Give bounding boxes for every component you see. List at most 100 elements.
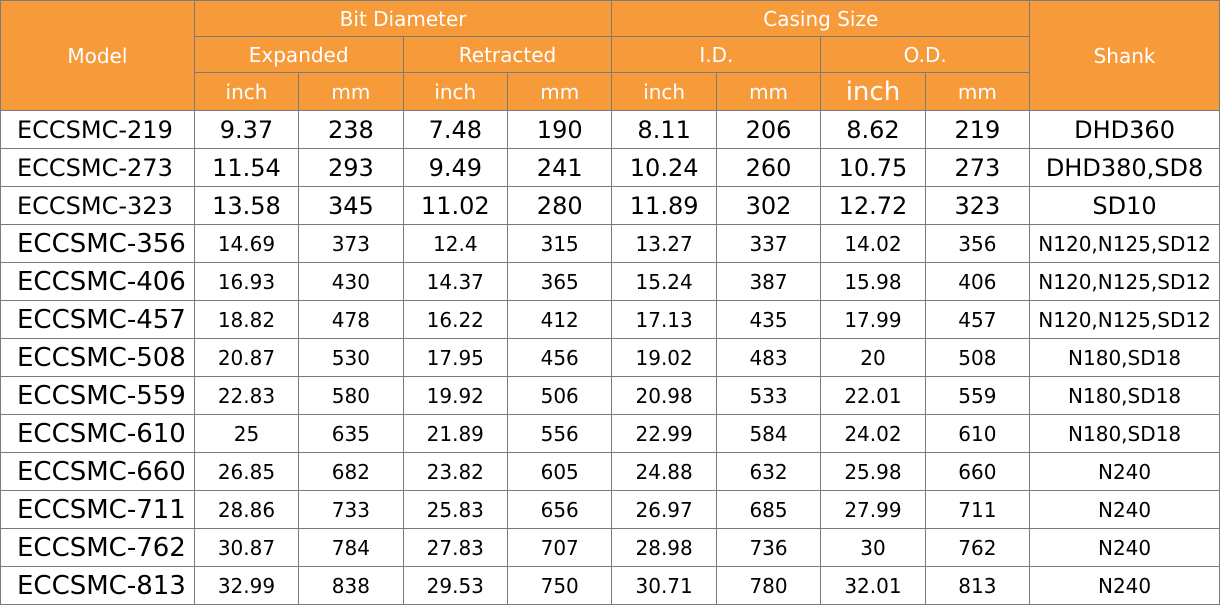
id-mm-cell: 685 [715, 490, 822, 529]
model-cell: ECCSMC-273 [0, 148, 195, 187]
expanded-mm-cell: 478 [298, 300, 404, 339]
expanded-inch-cell: 25 [193, 414, 300, 453]
unit-mm: mm [298, 72, 404, 111]
expanded-inch-cell: 28.86 [193, 490, 300, 529]
expanded-inch-cell: 14.69 [193, 224, 300, 263]
od-inch-cell: 14.02 [820, 224, 926, 263]
od-inch-cell: 20 [820, 338, 926, 377]
table-row: ECCSMC-813 32.99 838 29.53 750 30.71 780 32.01 8… [0, 566, 1220, 605]
unit-mm: mm [924, 72, 1031, 111]
model-cell: ECCSMC-323 [0, 186, 195, 225]
retracted-mm-cell: 556 [506, 414, 613, 453]
expanded-inch-cell: 22.83 [193, 376, 300, 415]
id-inch-cell: 15.24 [611, 262, 717, 301]
expanded-inch-cell: 11.54 [193, 148, 300, 187]
id-mm-cell: 584 [715, 414, 822, 453]
table-row: ECCSMC-457 18.82 478 16.22 412 17.13 435 17.99 4… [0, 300, 1220, 339]
expanded-mm-cell: 373 [298, 224, 404, 263]
model-cell: ECCSMC-356 [0, 224, 195, 263]
id-mm-cell: 260 [715, 148, 822, 187]
retracted-inch-cell: 7.48 [402, 110, 508, 149]
expanded-inch-cell: 16.93 [193, 262, 300, 301]
shank-cell: DHD360 [1029, 110, 1220, 149]
od-mm-cell: 508 [924, 338, 1031, 377]
retracted-inch-cell: 9.49 [402, 148, 508, 187]
id-inch-cell: 13.27 [611, 224, 717, 263]
model-cell: ECCSMC-457 [0, 300, 195, 339]
od-mm-cell: 273 [924, 148, 1031, 187]
table-row: ECCSMC-660 26.85 682 23.82 605 24.88 632 25.98 6… [0, 452, 1220, 491]
od-mm-cell: 406 [924, 262, 1031, 301]
expanded-mm-cell: 580 [298, 376, 404, 415]
id-inch-cell: 28.98 [611, 528, 717, 567]
id-mm-cell: 533 [715, 376, 822, 415]
shank-cell: DHD380,SD8 [1029, 148, 1220, 187]
model-cell: ECCSMC-711 [0, 490, 195, 529]
model-cell: ECCSMC-610 [0, 414, 195, 453]
retracted-mm-cell: 750 [506, 566, 613, 605]
shank-cell: N240 [1029, 452, 1220, 491]
id-mm-cell: 206 [715, 110, 822, 149]
retracted-mm-cell: 280 [506, 186, 613, 225]
retracted-inch-cell: 29.53 [402, 566, 508, 605]
expanded-inch-cell: 18.82 [193, 300, 300, 339]
header-bit-diameter: Bit Diameter [193, 0, 613, 37]
expanded-inch-cell: 13.58 [193, 186, 300, 225]
unit-inch: inch [820, 72, 926, 111]
expanded-inch-cell: 9.37 [193, 110, 300, 149]
table-header: Model Bit Diameter Casing Size Shank Exp… [0, 0, 1220, 111]
od-mm-cell: 610 [924, 414, 1031, 453]
shank-cell: SD10 [1029, 186, 1220, 225]
expanded-inch-cell: 30.87 [193, 528, 300, 567]
retracted-mm-cell: 506 [506, 376, 613, 415]
od-mm-cell: 219 [924, 110, 1031, 149]
retracted-inch-cell: 17.95 [402, 338, 508, 377]
shank-cell: N240 [1029, 490, 1220, 529]
model-cell: ECCSMC-406 [0, 262, 195, 301]
id-mm-cell: 337 [715, 224, 822, 263]
retracted-mm-cell: 365 [506, 262, 613, 301]
id-mm-cell: 780 [715, 566, 822, 605]
id-inch-cell: 22.99 [611, 414, 717, 453]
od-mm-cell: 660 [924, 452, 1031, 491]
od-mm-cell: 323 [924, 186, 1031, 225]
header-casing-size: Casing Size [611, 0, 1031, 37]
expanded-mm-cell: 682 [298, 452, 404, 491]
retracted-inch-cell: 12.4 [402, 224, 508, 263]
retracted-inch-cell: 11.02 [402, 186, 508, 225]
od-inch-cell: 10.75 [820, 148, 926, 187]
id-mm-cell: 632 [715, 452, 822, 491]
expanded-mm-cell: 293 [298, 148, 404, 187]
header-model: Model [0, 0, 195, 111]
table-row: ECCSMC-762 30.87 784 27.83 707 28.98 736 30 762 N… [0, 528, 1220, 567]
id-inch-cell: 20.98 [611, 376, 717, 415]
od-inch-cell: 15.98 [820, 262, 926, 301]
shank-cell: N240 [1029, 566, 1220, 605]
unit-inch: inch [402, 72, 508, 111]
od-inch-cell: 8.62 [820, 110, 926, 149]
shank-cell: N120,N125,SD12 [1029, 224, 1220, 263]
od-inch-cell: 24.02 [820, 414, 926, 453]
model-cell: ECCSMC-219 [0, 110, 195, 149]
shank-cell: N180,SD18 [1029, 376, 1220, 415]
expanded-mm-cell: 530 [298, 338, 404, 377]
id-inch-cell: 30.71 [611, 566, 717, 605]
model-cell: ECCSMC-660 [0, 452, 195, 491]
id-mm-cell: 302 [715, 186, 822, 225]
od-inch-cell: 22.01 [820, 376, 926, 415]
id-inch-cell: 17.13 [611, 300, 717, 339]
retracted-mm-cell: 315 [506, 224, 613, 263]
expanded-mm-cell: 784 [298, 528, 404, 567]
table-row: ECCSMC-610 25 635 21.89 556 22.99 584 24.02 610 N… [0, 414, 1220, 453]
table-row: ECCSMC-356 14.69 373 12.4 315 13.27 337 14.02 35… [0, 224, 1220, 263]
expanded-inch-cell: 26.85 [193, 452, 300, 491]
table-row: ECCSMC-406 16.93 430 14.37 365 15.24 387 15.98 4… [0, 262, 1220, 301]
id-mm-cell: 736 [715, 528, 822, 567]
id-mm-cell: 483 [715, 338, 822, 377]
id-mm-cell: 435 [715, 300, 822, 339]
retracted-mm-cell: 656 [506, 490, 613, 529]
od-inch-cell: 32.01 [820, 566, 926, 605]
id-inch-cell: 24.88 [611, 452, 717, 491]
expanded-mm-cell: 635 [298, 414, 404, 453]
